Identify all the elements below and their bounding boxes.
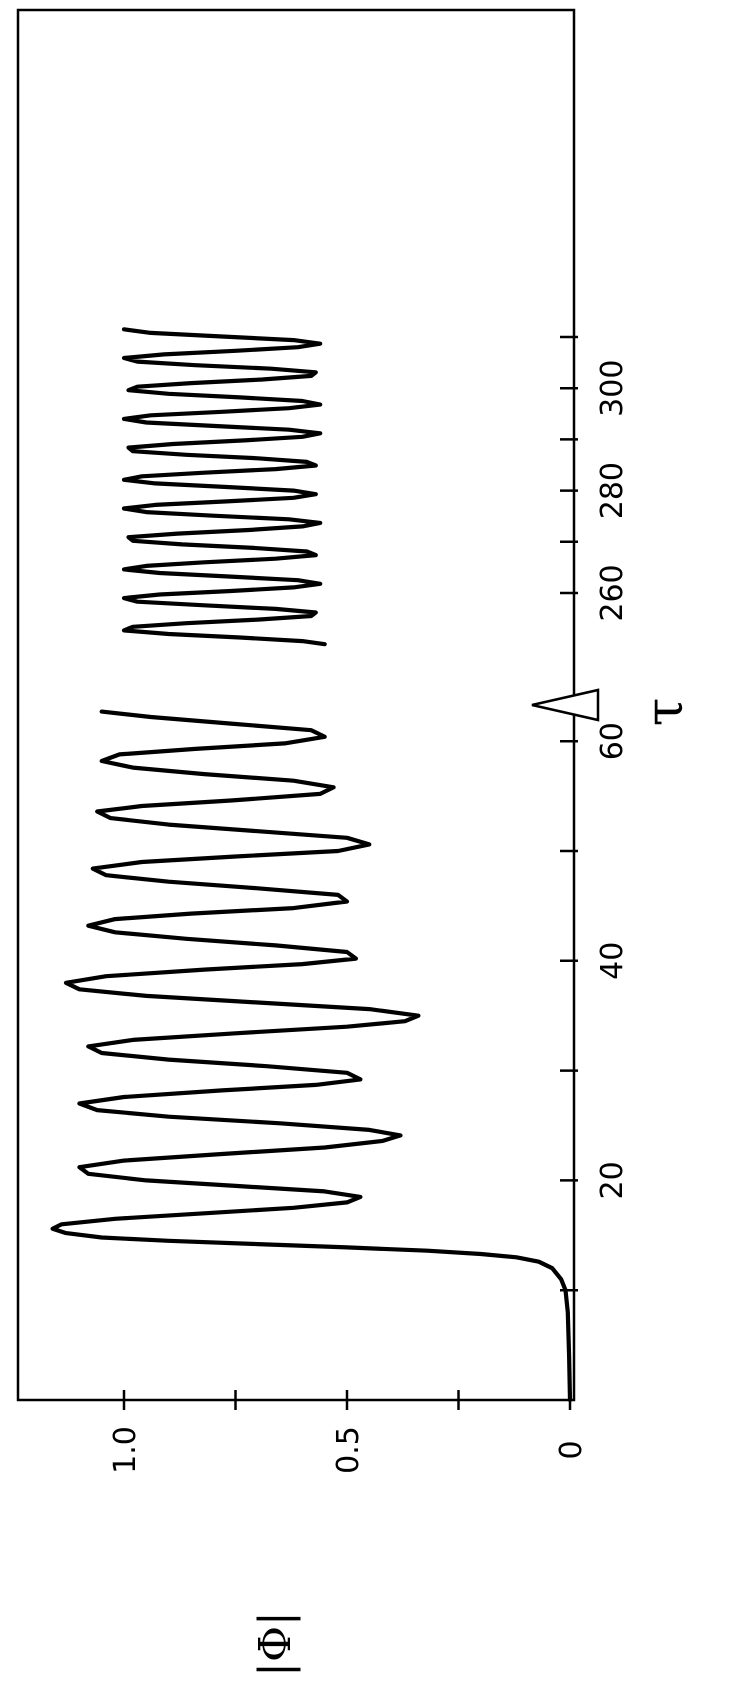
x-tick-label-20: 20	[595, 1161, 630, 1199]
y-tick-label-1.0: 1.0	[108, 1426, 143, 1474]
x-tick-label-280: 280	[595, 462, 630, 519]
y-axis-label: |Φ|	[250, 1611, 301, 1677]
tick-labels: 20 40 60 260 280 300 0 0.5 1.0 τ |Φ|	[108, 360, 695, 1677]
y-tick-label-0.5: 0.5	[331, 1426, 366, 1474]
x-axis-label: τ	[635, 698, 695, 727]
data-series	[50, 327, 573, 1403]
y-tick-label-0: 0	[554, 1440, 589, 1459]
series-line-segment-1	[121, 327, 327, 647]
break-triangle	[531, 688, 600, 722]
axis-break-marker	[531, 688, 600, 722]
x-tick-label-40: 40	[595, 942, 630, 980]
series-line-segment-0	[50, 709, 573, 1403]
x-tick-label-60: 60	[595, 722, 630, 760]
x-tick-label-300: 300	[595, 360, 630, 417]
x-tick-label-260: 260	[595, 564, 630, 621]
